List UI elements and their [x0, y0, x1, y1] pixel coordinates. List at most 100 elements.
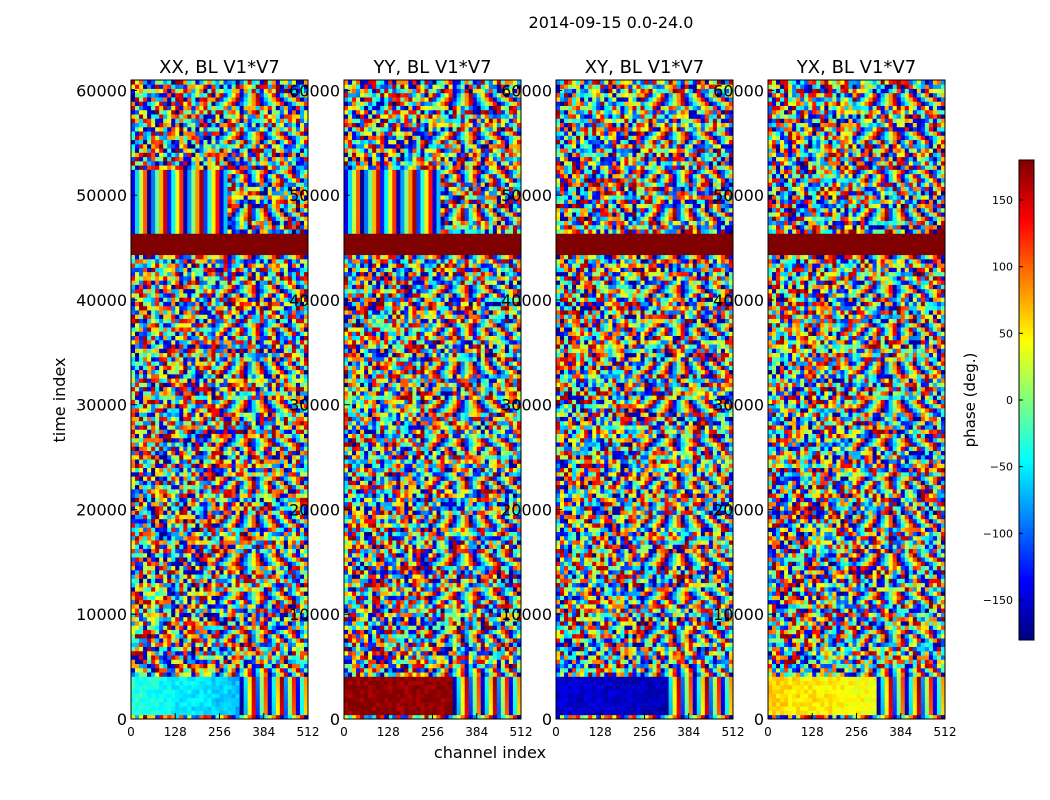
heatmap-cell — [272, 676, 276, 681]
heatmap-cell — [224, 604, 228, 609]
heatmap-cell — [167, 613, 171, 618]
heatmap-cell — [171, 676, 175, 681]
heatmap-cell — [228, 621, 232, 626]
heatmap-cell — [211, 655, 215, 660]
heatmap-cell — [256, 710, 260, 715]
heatmap-cell — [211, 625, 215, 630]
heatmap-cell — [232, 685, 236, 690]
heatmap-cell — [187, 681, 191, 686]
heatmap-cell — [292, 591, 296, 596]
heatmap-cell — [183, 608, 187, 613]
heatmap-cell — [171, 681, 175, 686]
heatmap-cell — [236, 625, 240, 630]
heatmap-cell — [220, 591, 224, 596]
heatmap-cell — [179, 613, 183, 618]
heatmap-cell — [240, 608, 244, 613]
heatmap-cell — [147, 617, 151, 622]
heatmap-cell — [215, 600, 219, 605]
heatmap-cell — [276, 676, 280, 681]
heatmap-cell — [195, 600, 199, 605]
heatmap-cell — [159, 595, 163, 600]
heatmap-cell — [220, 702, 224, 707]
heatmap-cell — [276, 693, 280, 698]
heatmap-cell — [220, 659, 224, 664]
heatmap-cell — [171, 625, 175, 630]
heatmap-cell — [284, 689, 288, 694]
heatmap-cell — [155, 702, 159, 707]
heatmap-cell — [191, 642, 195, 647]
heatmap-cell — [292, 672, 296, 677]
heatmap-cell — [260, 621, 264, 626]
heatmap-cell — [224, 591, 228, 596]
heatmap-cell — [232, 600, 236, 605]
heatmap-cell — [268, 659, 272, 664]
heatmap-cell — [288, 702, 292, 707]
heatmap-cell — [264, 651, 268, 656]
heatmap-cell — [155, 583, 159, 588]
heatmap-cell — [244, 583, 248, 588]
heatmap-cell — [276, 591, 280, 596]
heatmap-cell — [272, 685, 276, 690]
heatmap-cell — [175, 625, 179, 630]
heatmap-cell — [203, 587, 207, 592]
heatmap-cell — [276, 664, 280, 669]
heatmap-cell — [244, 613, 248, 618]
heatmap-cell — [280, 600, 284, 605]
heatmap-cell — [195, 710, 199, 715]
heatmap-cell — [284, 651, 288, 656]
heatmap-cell — [252, 706, 256, 711]
heatmap-cell — [199, 664, 203, 669]
heatmap-cell — [224, 608, 228, 613]
heatmap-cell — [195, 659, 199, 664]
heatmap-cell — [167, 647, 171, 652]
heatmap-cell — [264, 689, 268, 694]
heatmap-cell — [280, 617, 284, 622]
heatmap-cell — [252, 698, 256, 703]
heatmap-cell — [232, 591, 236, 596]
heatmap-cell — [131, 595, 135, 600]
heatmap-cell — [175, 659, 179, 664]
heatmap-cell — [300, 638, 304, 643]
heatmap-cell — [288, 600, 292, 605]
heatmap-cell — [135, 676, 139, 681]
heatmap-cell — [240, 621, 244, 626]
heatmap-cell — [284, 634, 288, 639]
heatmap-cell — [135, 583, 139, 588]
heatmap-cell — [187, 693, 191, 698]
heatmap-cell — [211, 604, 215, 609]
heatmap-cell — [195, 698, 199, 703]
heatmap-cell — [248, 651, 252, 656]
heatmap-cell — [256, 685, 260, 690]
heatmap-cell — [252, 591, 256, 596]
heatmap-cell — [256, 698, 260, 703]
heatmap-cell — [199, 668, 203, 673]
heatmap-cell — [167, 685, 171, 690]
heatmap-cell — [296, 651, 300, 656]
heatmap-cell — [256, 668, 260, 673]
heatmap-cell — [139, 681, 143, 686]
heatmap-cell — [220, 651, 224, 656]
heatmap-cell — [139, 621, 143, 626]
heatmap-cell — [195, 706, 199, 711]
heatmap-cell — [159, 642, 163, 647]
heatmap-cell — [139, 689, 143, 694]
heatmap-cell — [155, 672, 159, 677]
heatmap-cell — [175, 642, 179, 647]
heatmap-cell — [220, 698, 224, 703]
heatmap-cell — [244, 630, 248, 635]
heatmap-cell — [159, 710, 163, 715]
heatmap-cell — [228, 642, 232, 647]
heatmap-cell — [276, 689, 280, 694]
heatmap-cell — [236, 591, 240, 596]
heatmap-cell — [288, 681, 292, 686]
heatmap-cell — [131, 647, 135, 652]
heatmap-cell — [147, 621, 151, 626]
heatmap-cell — [183, 587, 187, 592]
heatmap-cell — [195, 630, 199, 635]
heatmap-cell — [203, 617, 207, 622]
heatmap-cell — [256, 625, 260, 630]
heatmap-cell — [284, 647, 288, 652]
heatmap-cell — [187, 634, 191, 639]
heatmap-cell — [179, 659, 183, 664]
heatmap-cell — [207, 638, 211, 643]
